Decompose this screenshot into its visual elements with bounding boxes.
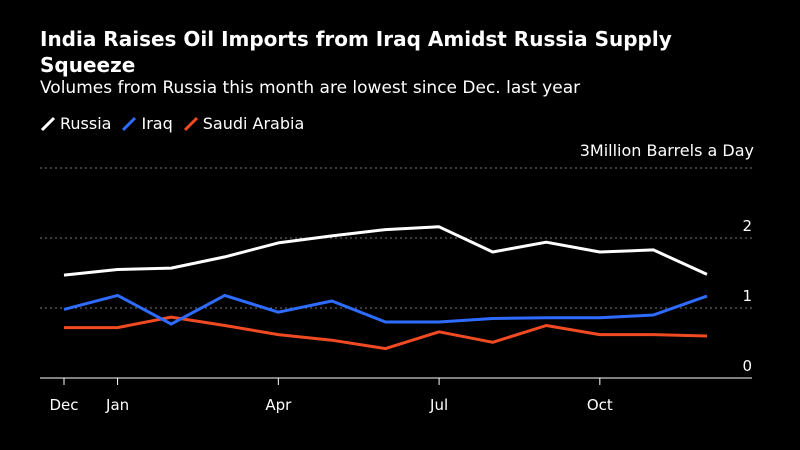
- legend-label-saudi-arabia: Saudi Arabia: [202, 114, 305, 133]
- legend-line-iraq: [122, 116, 137, 132]
- legend-item-saudi-arabia: Saudi Arabia: [183, 113, 305, 135]
- legend-item-iraq: Iraq: [121, 113, 173, 135]
- y-tick-top-label: 3: [579, 141, 590, 160]
- legend-item-russia: Russia: [40, 113, 111, 135]
- legend-swatch-iraq: [122, 116, 137, 132]
- chart-subtitle: Volumes from Russia this month are lowes…: [40, 78, 581, 98]
- legend-label-iraq: Iraq: [141, 114, 173, 133]
- legend-swatch-saudi-arabia: [183, 116, 198, 132]
- y-axis-unit-text: Million Barrels a Day: [589, 141, 754, 160]
- legend-line-russia: [40, 116, 56, 132]
- gridlines: [40, 167, 752, 379]
- series-line-russia: [63, 225, 708, 277]
- x-axis: Dec Jan Apr Jul Oct: [49, 378, 613, 414]
- x-tick-label: Oct: [587, 396, 613, 414]
- y-tick-label: 2: [742, 217, 752, 235]
- legend-swatch-russia: [40, 116, 56, 132]
- y-axis-ticks: 0 1 2: [742, 217, 752, 375]
- legend: Russia Iraq Saudi Arabia: [40, 113, 314, 135]
- x-tick-label: Jul: [429, 396, 448, 414]
- x-tick-label: Dec: [49, 396, 78, 414]
- series-line-saudi-arabia: [64, 315, 708, 351]
- chart-title: India Raises Oil Imports from Iraq Amids…: [40, 27, 672, 77]
- y-tick-label: 0: [742, 357, 752, 375]
- legend-label-russia: Russia: [60, 114, 112, 133]
- x-tick-label: Jan: [105, 396, 129, 414]
- series-lines: [63, 225, 708, 351]
- y-axis-unit-label: 3Million Barrels a Day: [580, 140, 754, 162]
- x-tick-label: Apr: [265, 396, 292, 414]
- series-line-iraq: [63, 293, 708, 326]
- legend-line-saudi-arabia: [183, 116, 198, 132]
- y-tick-label: 1: [742, 287, 752, 305]
